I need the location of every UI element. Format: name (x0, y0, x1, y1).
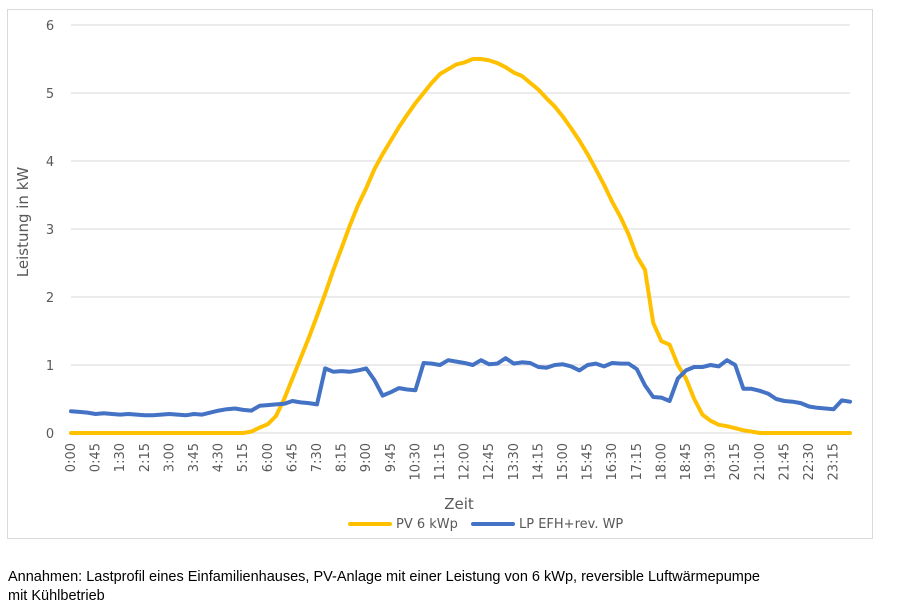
series-lines (69, 57, 852, 435)
x-tick-label: 3:45 (187, 443, 202, 472)
x-tick-label: 19:30 (704, 443, 719, 480)
x-tick-label: 7:30 (310, 443, 325, 472)
x-tick-label: 8:15 (335, 443, 350, 472)
y-tick-label: 3 (46, 223, 54, 238)
x-tick-label: 6:00 (261, 443, 276, 472)
x-tick-label: 20:15 (728, 443, 743, 480)
x-tick-label: 6:45 (285, 443, 300, 472)
x-tick-label: 18:00 (654, 443, 669, 480)
x-tick-label: 23:15 (827, 443, 842, 480)
x-tick-label: 21:00 (753, 443, 768, 480)
series-line-1 (69, 356, 852, 418)
x-tick-label: 12:00 (458, 443, 473, 480)
x-tick-label: 0:00 (64, 443, 79, 472)
x-tick-label: 0:45 (89, 443, 104, 472)
line-chart: 0 1 2 3 4 5 6 0:00 0:45 1:30 2:15 3:00 3:45 4:30 5:15… (14, 19, 852, 532)
x-tick-label: 9:45 (384, 443, 399, 472)
x-axis-title: Zeit (444, 495, 474, 513)
legend-label-load-profile: LP EFH+rev. WP (519, 517, 623, 532)
y-tick-labels: 0 1 2 3 4 5 6 (46, 19, 54, 442)
x-tick-label: 12:45 (482, 443, 497, 480)
figure-caption: Annahmen: Lastprofil eines Einfamilienha… (8, 568, 893, 606)
y-tick-label: 2 (46, 291, 54, 306)
y-tick-label: 5 (46, 87, 54, 102)
x-tick-label: 17:15 (630, 443, 645, 480)
x-tick-labels: 0:00 0:45 1:30 2:15 3:00 3:45 4:30 5:15 6:00 6:45… (64, 443, 842, 480)
y-tick-label: 6 (46, 19, 54, 34)
legend-label-pv: PV 6 kWp (396, 517, 458, 532)
y-tick-label: 0 (46, 427, 54, 442)
gridlines (71, 24, 850, 434)
x-tick-label: 14:15 (531, 443, 546, 480)
y-tick-label: 4 (46, 155, 54, 170)
x-tick-label: 11:15 (433, 443, 448, 480)
caption-line-2: mit Kühlbetrieb (8, 588, 105, 604)
caption-line-1: Annahmen: Lastprofil eines Einfamilienha… (8, 569, 760, 585)
x-tick-label: 2:15 (138, 443, 153, 472)
legend: PV 6 kWp LP EFH+rev. WP (348, 517, 623, 532)
y-axis-title: Leistung in kW (14, 167, 32, 278)
x-tick-label: 9:00 (359, 443, 374, 472)
x-tick-label: 21:45 (777, 443, 792, 480)
x-tick-label: 4:30 (212, 443, 227, 472)
x-tick-label: 1:30 (113, 443, 128, 472)
x-tick-label: 10:30 (408, 443, 423, 480)
x-tick-label: 22:30 (802, 443, 817, 480)
series-line-0 (69, 57, 852, 435)
x-tick-label: 16:30 (605, 443, 620, 480)
chart-frame: 0 1 2 3 4 5 6 0:00 0:45 1:30 2:15 3:00 3:45 4:30 5:15… (7, 9, 873, 539)
x-tick-label: 18:45 (679, 443, 694, 480)
x-tick-label: 3:00 (162, 443, 177, 472)
x-tick-label: 15:00 (556, 443, 571, 480)
x-tick-label: 13:30 (507, 443, 522, 480)
y-tick-label: 1 (46, 359, 54, 374)
x-tick-label: 15:45 (581, 443, 596, 480)
x-tick-label: 5:15 (236, 443, 251, 472)
